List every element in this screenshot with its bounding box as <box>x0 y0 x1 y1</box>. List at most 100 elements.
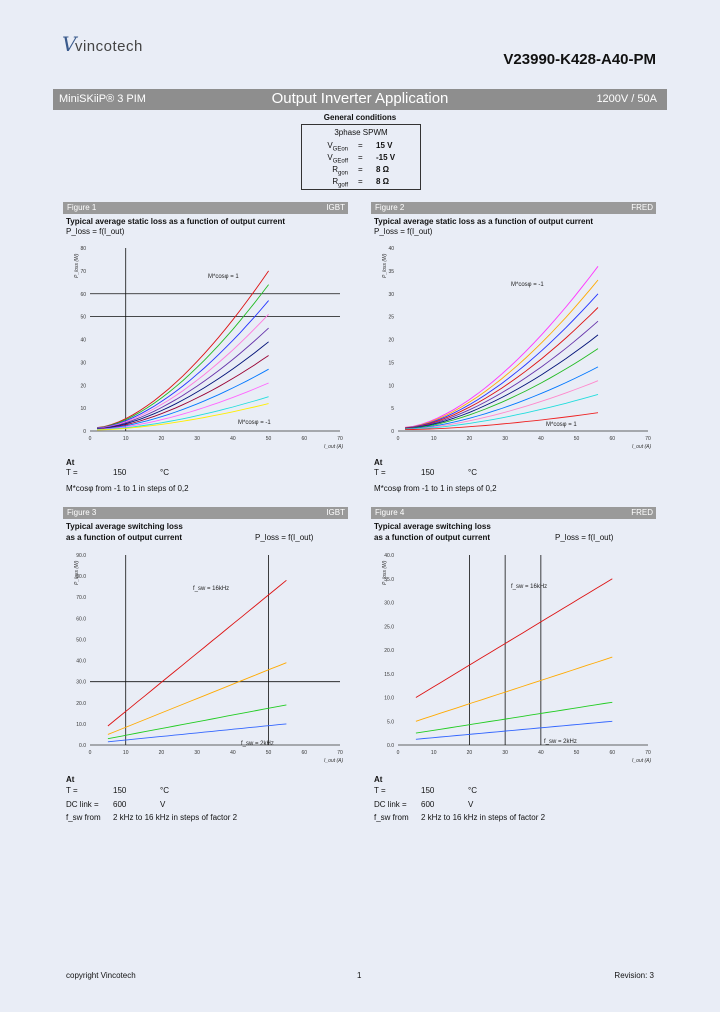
x-tick-label: 0 <box>397 750 400 756</box>
device-tag: FRED <box>631 203 653 212</box>
figure-4-cond1-unit: °C <box>468 786 477 795</box>
figure-2-header: Figure 2 FRED <box>371 202 656 214</box>
figure-3-at: At <box>66 775 75 784</box>
x-tick-label: 20 <box>159 436 165 442</box>
general-conditions-title: General conditions <box>323 113 397 122</box>
chart-annotation: f_sw = 2kHz <box>544 739 577 745</box>
condition-value: -15 V <box>376 153 396 162</box>
x-tick-label: 0 <box>397 436 400 442</box>
part-number: V23990-K428-A40-PM <box>503 51 656 68</box>
condition-subscript: GEoff <box>332 158 348 165</box>
chart-annotation: f_sw = 2kHz <box>241 741 274 747</box>
series-line <box>97 270 269 429</box>
y-tick-label: 50.0 <box>76 637 86 643</box>
y-tick-label: 35 <box>388 269 394 275</box>
figure-2-cond1-unit: °C <box>468 468 477 477</box>
product-family-label: MiniSKiiP® 3 PIM <box>59 93 146 105</box>
x-tick-label: 0 <box>89 436 92 442</box>
y-tick-label: 35.0 <box>384 577 394 583</box>
y-tick-label: 90.0 <box>76 553 86 559</box>
figure-3-cond2-value: 600 <box>113 800 127 809</box>
condition-symbol: R <box>332 165 338 174</box>
y-tick-label: 10 <box>80 406 86 412</box>
figure-3-chart: 0.0 10.0 20.0 30.0 40.0 50.0 60.0 70.0 80.0 90.0 0… <box>74 553 344 764</box>
x-axis-label: I_out (A) <box>324 444 344 450</box>
y-tick-label: 60 <box>80 292 86 298</box>
figure-label: Figure 1 <box>67 203 97 212</box>
figure-2-title: Typical average static loss as a functio… <box>374 217 594 226</box>
x-axis-label: I_out (A) <box>632 758 652 764</box>
figure-1-chart: 0 10 20 30 40 50 60 70 80 0 10 20 30 40 50 60 70 I_out (A… <box>74 246 344 450</box>
figure-4-function: P_loss = f(I_out) <box>555 533 614 542</box>
y-tick-label: 15.0 <box>384 672 394 678</box>
figure-label: Figure 3 <box>67 508 97 517</box>
figure-1-function: P_loss = f(I_out) <box>66 227 125 236</box>
x-tick-label: 30 <box>502 750 508 756</box>
figure-3-cond1-unit: °C <box>160 786 169 795</box>
condition-row: VGEon = 15 V <box>302 141 420 153</box>
condition-equals: = <box>358 141 363 150</box>
y-tick-label: 20 <box>80 383 86 389</box>
x-tick-label: 40 <box>230 750 236 756</box>
x-tick-label: 20 <box>467 750 473 756</box>
x-tick-label: 0 <box>89 750 92 756</box>
y-tick-label: 0 <box>83 429 86 435</box>
figure-2-cond1-label: T = <box>374 468 386 477</box>
rating-label: 1200V / 50A <box>596 93 657 105</box>
series-line <box>405 320 599 429</box>
condition-symbol: V <box>327 141 333 150</box>
y-tick-label: 25.0 <box>384 624 394 630</box>
x-tick-label: 20 <box>467 436 473 442</box>
footer-revision: Revision: 3 <box>614 971 654 980</box>
y-tick-label: 80 <box>80 246 86 252</box>
figure-1-title: Typical average static loss as a functio… <box>66 217 286 226</box>
x-tick-label: 60 <box>302 750 308 756</box>
x-tick-label: 50 <box>574 750 580 756</box>
x-tick-label: 20 <box>159 750 165 756</box>
figure-1-header: Figure 1 IGBT <box>63 202 348 214</box>
figure-3-cond3-value: 2 kHz to 16 kHz in steps of factor 2 <box>113 813 238 822</box>
figure-3-title-line2: as a function of output current <box>66 533 182 542</box>
series-line <box>97 300 269 429</box>
figure-1-cond2: M*cosφ from -1 to 1 in steps of 0,2 <box>66 484 189 493</box>
figure-2-chart: 0 5 10 15 20 25 30 35 40 0 10 20 30 40 50 60 70 I_out (A)… <box>382 246 652 450</box>
chart-annotation: M*cosφ = -1 <box>511 282 544 288</box>
title-bar: MiniSKiiP® 3 PIM Output Inverter Applica… <box>53 89 667 110</box>
figure-1-at: At <box>66 458 75 467</box>
series-line <box>97 403 269 431</box>
y-tick-label: 30 <box>388 292 394 298</box>
series-line <box>405 279 599 429</box>
figure-3-header: Figure 3 IGBT <box>63 507 348 519</box>
x-tick-label: 40 <box>538 750 544 756</box>
chart-annotation: f_sw = 16kHz <box>193 586 229 592</box>
figure-4-cond2-value: 600 <box>421 800 435 809</box>
series-line <box>97 355 269 430</box>
company-logo: Vvincotech <box>62 32 143 56</box>
footer-page-number: 1 <box>357 971 362 980</box>
x-tick-label: 50 <box>266 750 272 756</box>
y-axis-label: P_loss (W) <box>382 253 388 278</box>
y-tick-label: 40.0 <box>76 659 86 665</box>
series-line <box>97 284 269 429</box>
figure-4-cond3-value: 2 kHz to 16 kHz in steps of factor 2 <box>421 813 546 822</box>
x-tick-label: 60 <box>610 436 616 442</box>
figure-4-cond2-label: DC link = <box>374 800 407 809</box>
x-tick-label: 10 <box>431 750 437 756</box>
chart-annotation: M*cosφ = 1 <box>208 274 239 280</box>
x-tick-label: 60 <box>610 750 616 756</box>
y-tick-label: 0.0 <box>387 743 394 749</box>
figure-2-cond2: M*cosφ from -1 to 1 in steps of 0,2 <box>374 484 497 493</box>
x-tick-label: 10 <box>123 436 129 442</box>
series-line <box>107 662 287 735</box>
x-tick-label: 70 <box>337 750 343 756</box>
y-tick-label: 50 <box>80 315 86 321</box>
x-tick-label: 30 <box>194 750 200 756</box>
chart-annotation: M*cosφ = -1 <box>238 420 271 426</box>
figure-4-chart: 0.0 5.0 10.0 15.0 20.0 25.0 30.0 35.0 40.0 0 10 20 3… <box>382 553 652 764</box>
series-line <box>405 348 599 430</box>
condition-subscript: goff <box>338 182 348 189</box>
series-line <box>97 341 269 430</box>
y-tick-label: 10.0 <box>384 696 394 702</box>
y-axis-label: P_loss (W) <box>74 560 80 585</box>
x-tick-label: 40 <box>538 436 544 442</box>
